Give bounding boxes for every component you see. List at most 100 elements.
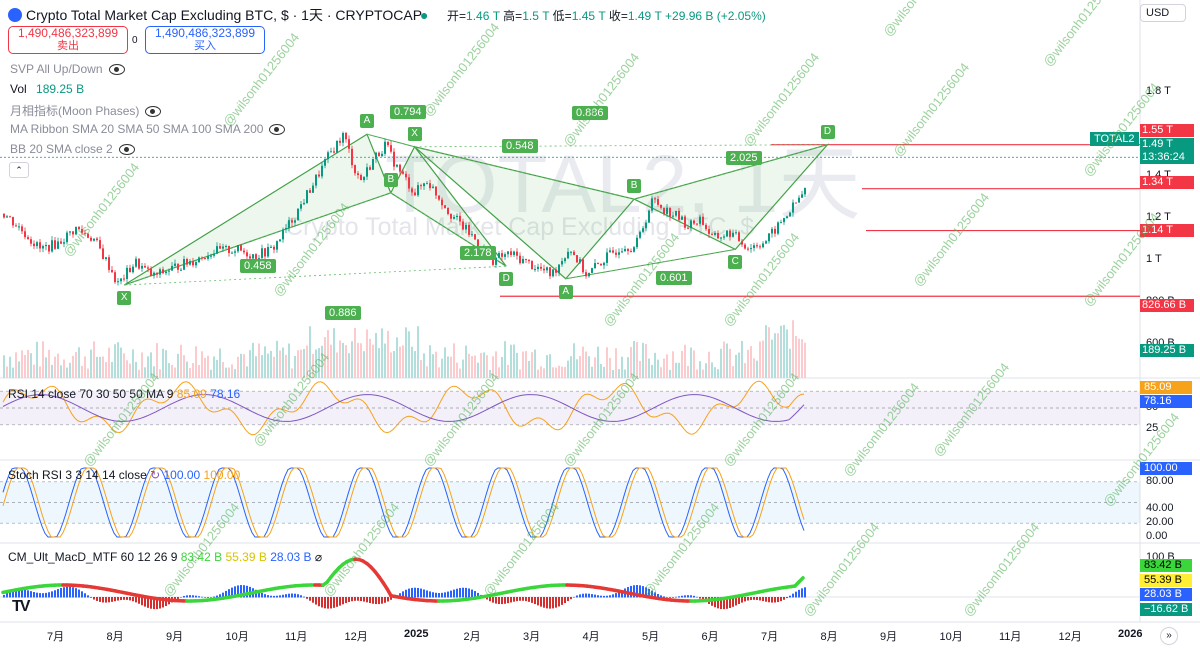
candle-body <box>168 270 170 272</box>
collapse-legend-button[interactable]: ⌃ <box>9 162 29 178</box>
macd-histogram-bar <box>468 588 470 598</box>
volume-bar <box>93 341 95 378</box>
eye-icon[interactable] <box>108 64 125 76</box>
pattern-point-label: A <box>558 284 573 299</box>
candle-body <box>18 226 20 228</box>
candle-body <box>171 265 173 271</box>
candle-body <box>651 198 653 211</box>
eye-icon[interactable] <box>145 106 162 118</box>
indicator-vol[interactable]: Vol 189.25 B <box>10 82 85 96</box>
candle-body <box>84 232 86 234</box>
harmonic-ratio-label: 0.458 <box>240 259 276 273</box>
volume-bar <box>147 356 149 378</box>
indicator-bb[interactable]: BB 20 SMA close 2 <box>10 142 135 156</box>
candle-body <box>3 213 5 218</box>
volume-bar <box>339 340 341 378</box>
candle-body <box>717 232 719 239</box>
macd-histogram-bar <box>798 589 800 598</box>
candle-body <box>534 269 536 271</box>
volume-bar <box>591 366 593 378</box>
scroll-to-realtime-button[interactable]: » <box>1160 627 1178 645</box>
macd-histogram-bar <box>474 591 476 598</box>
candle-body <box>780 222 782 224</box>
volume-bar <box>333 328 335 378</box>
volume-bar <box>711 362 713 378</box>
macd-histogram-bar <box>672 597 674 598</box>
volume-bar <box>99 356 101 378</box>
volume-bar <box>177 353 179 378</box>
macd-histogram-bar <box>762 597 764 602</box>
macd-histogram-bar <box>57 589 59 598</box>
indicator-moon[interactable]: 月相指标(Moon Phases) <box>10 102 162 119</box>
macd-histogram-bar <box>663 596 665 598</box>
macd-histogram-bar <box>138 597 140 604</box>
macd-histogram-bar <box>570 597 572 600</box>
stoch-legend[interactable]: Stoch RSI 3 3 14 14 close ↻ 100.00 100.0… <box>8 468 241 482</box>
spread-value: 0 <box>132 35 138 46</box>
macd-histogram-bar <box>357 597 359 601</box>
macd-histogram-bar <box>630 585 632 598</box>
currency-select[interactable]: USD <box>1140 4 1187 22</box>
macd-histogram-bar <box>336 597 338 607</box>
candle-body <box>402 171 404 174</box>
volume-bar <box>72 355 74 378</box>
candle-body <box>288 220 290 229</box>
volume-bar <box>690 347 692 378</box>
candle-body <box>579 259 581 263</box>
volume-bar <box>258 343 260 378</box>
macd-legend[interactable]: CM_Ult_MacD_MTF 60 12 26 9 83.42 B 55.39… <box>8 550 323 564</box>
volume-bar <box>435 351 437 378</box>
candle-body <box>684 216 686 228</box>
volume-bar <box>105 362 107 378</box>
macd-histogram-bar <box>201 596 203 598</box>
macd-histogram-bar <box>681 595 683 598</box>
candle-body <box>627 248 629 251</box>
indicator-svp[interactable]: SVP All Up/Down <box>10 62 125 76</box>
time-axis-tick: 2月 <box>463 631 481 643</box>
candle-body <box>123 278 125 280</box>
macd-histogram-bar <box>69 586 71 598</box>
macd-histogram-bar <box>489 597 491 602</box>
eye-icon[interactable] <box>118 144 135 156</box>
candle-body <box>54 240 56 249</box>
candle-body <box>63 242 65 244</box>
eye-icon[interactable] <box>269 124 286 136</box>
candle-body <box>303 202 305 205</box>
candle-body <box>429 183 431 189</box>
sell-button[interactable]: 1,490,486,323,899 卖出 <box>8 26 128 54</box>
volume-bar <box>357 342 359 378</box>
macd-histogram-bar <box>804 587 806 598</box>
candle-body <box>363 176 365 181</box>
macd-histogram-bar <box>75 588 77 598</box>
volume-bar <box>597 346 599 378</box>
candle-body <box>9 216 11 218</box>
candle-body <box>756 245 758 247</box>
volume-bar <box>87 368 89 378</box>
volume-bar <box>210 369 212 378</box>
volume-bar <box>636 342 638 378</box>
candle-body <box>177 263 179 270</box>
macd-histogram-bar <box>765 597 767 602</box>
symbol-title[interactable]: Crypto Total Market Cap Excluding BTC, $… <box>8 5 422 25</box>
indicator-ma-ribbon[interactable]: MA Ribbon SMA 20 SMA 50 SMA 100 SMA 200 <box>10 122 286 136</box>
rsi-legend[interactable]: RSI 14 close 70 30 50 50 MA 9 85.09 78.1… <box>8 387 241 401</box>
buy-button[interactable]: 1,490,486,323,899 买入 <box>145 26 265 54</box>
macd-histogram-bar <box>597 595 599 598</box>
macd-histogram-bar <box>792 593 794 598</box>
macd-histogram-bar <box>312 597 314 603</box>
candle-body <box>201 257 203 259</box>
macd-histogram-bar <box>414 587 416 598</box>
volume-bar <box>30 353 32 378</box>
macd-histogram-bar <box>366 597 368 603</box>
volume-bar <box>561 366 563 378</box>
candle-body <box>138 258 140 269</box>
candle-body <box>678 210 680 220</box>
macd-histogram-bar <box>288 593 290 598</box>
candle-body <box>561 261 563 265</box>
macd-histogram-bar <box>27 590 29 598</box>
candle-body <box>321 165 323 177</box>
volume-bar <box>612 369 614 378</box>
macd-histogram-bar <box>363 597 365 602</box>
candle-body <box>165 271 167 274</box>
